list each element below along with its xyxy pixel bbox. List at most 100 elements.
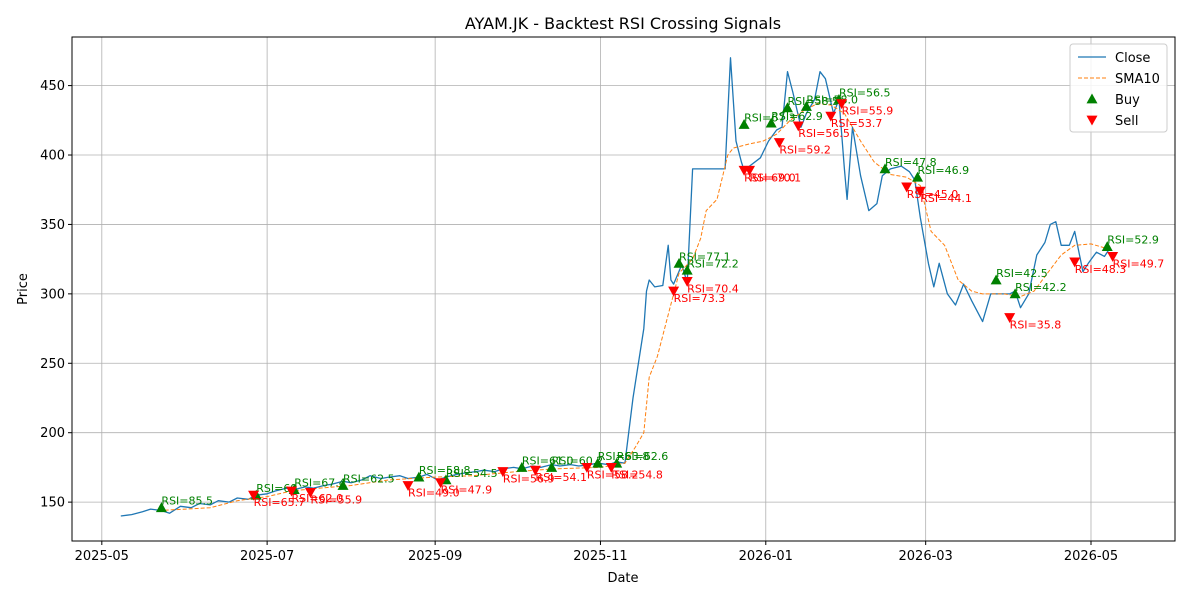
buy-label: RSI=47.8 [885,156,937,169]
buy-label: RSI=42.5 [996,267,1048,280]
buy-label: RSI=62.6 [617,450,669,463]
buy-marker [413,471,425,482]
sell-marker [286,486,298,497]
sell-marker [1069,257,1081,268]
sell-label: RSI=59.2 [779,144,831,157]
buy-marker [738,118,750,129]
buy-marker [879,163,891,174]
sell-label: RSI=53.7 [831,117,883,130]
series-line-close [120,57,1111,517]
y-tick-label: 150 [40,496,65,511]
buy-marker [592,457,604,468]
x-tick-label: 2026-03 [899,549,953,564]
sell-label: RSI=49.0 [408,486,460,499]
buy-label: RSI=72.2 [687,257,739,270]
legend: Close SMA10 Buy Sell [1069,43,1168,133]
plot-area: RSI=85.5RSI=69RSI=67.4RSI=62.5RSI=58.8RS… [120,57,1165,517]
legend-item-close: Close [1078,51,1150,66]
buy-marker [800,100,812,111]
buy-marker [990,274,1002,285]
buy-label: RSI=58.0 [806,93,858,106]
buy-marker [337,479,349,490]
legend-item-buy: Buy [1086,93,1140,108]
legend-label: SMA10 [1115,72,1160,87]
buy-label: RSI=58.8 [419,464,471,477]
sell-marker [792,121,804,132]
buy-marker [546,461,558,472]
buy-label: RSI=77.1 [679,250,731,263]
sell-marker [497,467,509,478]
buy-marker [1009,288,1021,299]
sell-label: RSI=54.1 [535,471,587,484]
buy-marker [516,461,528,472]
buy-label: RSI=63.8 [598,450,650,463]
sell-label: RSI=62.0 [292,492,344,505]
buy-label: RSI=52.9 [1107,234,1159,247]
sell-label: RSI=44.1 [920,192,972,205]
sell-marker [304,488,316,498]
grid [72,37,1175,541]
buy-label: RSI=54.5 [446,467,498,480]
buy-label: RSI=67.3 [744,111,796,124]
sell-marker [744,165,756,176]
sell-marker [581,463,593,473]
buy-label: RSI=62.9 [771,110,823,123]
sell-label: RSI=55.9 [310,493,362,506]
buy-marker [681,264,693,275]
sell-label: RSI=69.0 [744,171,796,184]
buy-label: RSI=42.2 [1015,281,1067,294]
y-axis-label: Price [16,273,31,305]
axis-ticks: 2025-05 2025-07 2025-09 2025-11 2026-01 2026-… [40,79,1118,564]
sell-marker [435,478,447,489]
legend-box [1069,43,1168,133]
sell-marker [248,490,260,501]
sell-label: RSI=56.9 [503,473,555,486]
sell-marker [529,465,541,476]
buy-label: RSI=46.9 [918,164,970,177]
legend-swatch [1086,93,1098,104]
x-tick-label: 2025-09 [408,549,462,564]
sell-label: RSI=70.4 [687,282,739,295]
axes-frame [71,36,1176,542]
x-tick-label: 2026-05 [1064,549,1118,564]
sell-label: RSI=56.5 [798,127,850,140]
buy-label: RSI=61.0 [522,454,574,467]
y-tick-label: 350 [40,218,65,233]
sell-label: RSI=35.8 [1010,318,1062,331]
y-tick-label: 300 [40,287,65,302]
legend-label: Buy [1115,93,1140,108]
sell-marker [1004,313,1016,323]
buy-label: RSI=85.5 [161,495,213,508]
x-axis-label: Date [607,571,638,586]
legend-label: Close [1115,51,1150,66]
sell-marker [914,186,926,197]
x-tick-label: 2025-07 [240,549,294,564]
sell-label: RSI=58.2 [587,468,639,481]
sell-marker [901,182,913,193]
sell-marker [836,99,848,110]
sell-label: RSI=49.7 [1113,257,1165,270]
buy-label: RSI=67.4 [294,477,346,490]
series-line-sma10 [158,103,1111,511]
sell-label: RSI=65.7 [254,496,306,509]
chart-title: AYAM.JK - Backtest RSI Crossing Signals [465,14,781,33]
x-tick-label: 2025-11 [573,549,627,564]
buy-marker [912,171,924,182]
buy-label: RSI=56.5 [839,86,891,99]
sell-marker [402,481,414,491]
sell-marker [825,111,837,122]
buy-marker [1101,241,1113,252]
legend-label: Sell [1115,114,1138,129]
sell-label: RSI=70.1 [750,171,802,184]
y-tick-label: 400 [40,149,65,164]
y-tick-label: 200 [40,426,65,441]
sell-marker [773,138,785,149]
sell-label: RSI=47.9 [441,484,493,497]
y-tick-label: 250 [40,357,65,372]
sell-label: RSI=48.3 [1075,263,1127,276]
buy-marker [765,117,777,128]
x-tick-label: 2025-05 [75,549,129,564]
buy-marker [673,257,685,268]
